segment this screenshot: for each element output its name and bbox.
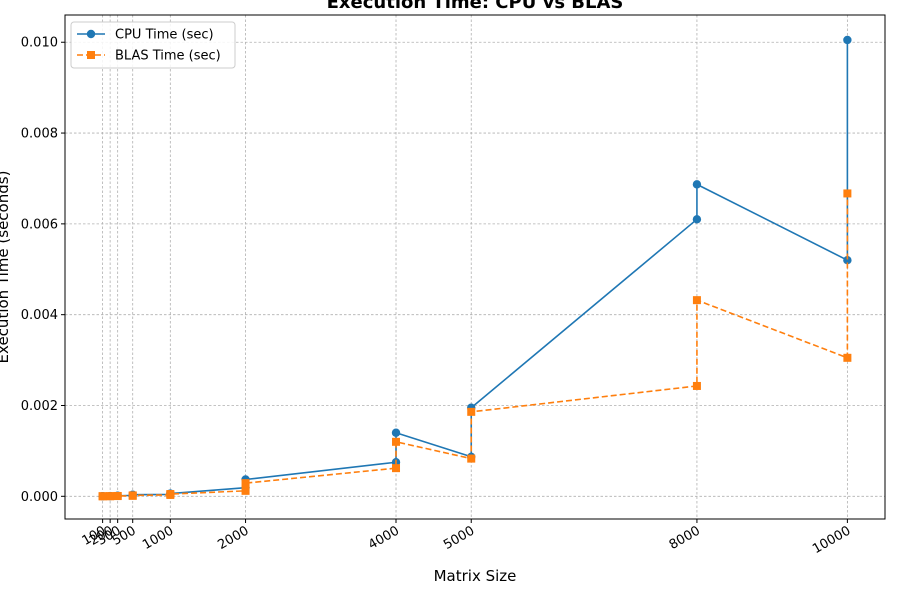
plot-frame	[64, 14, 886, 520]
data-point	[467, 454, 476, 463]
data-point	[843, 353, 852, 362]
data-point	[692, 296, 701, 305]
data-point	[843, 255, 852, 265]
data-point	[692, 215, 702, 224]
data-point	[166, 490, 175, 499]
y-tick-label: 0.004	[21, 308, 58, 323]
y-tick-label: 0.002	[21, 399, 58, 414]
y-axis-label: Execution Time (seconds)	[0, 171, 12, 364]
data-point	[692, 180, 702, 189]
y-tick-label: 0.008	[21, 127, 58, 142]
series-layer	[98, 35, 852, 501]
data-point	[106, 492, 115, 501]
data-point	[113, 491, 122, 500]
chart-title: Execution Time: CPU vs BLAS	[327, 0, 624, 13]
data-point	[392, 464, 401, 473]
y-tick-label: 0.000	[21, 490, 58, 505]
series-blas	[98, 189, 852, 501]
legend-marker	[87, 51, 95, 59]
data-point	[843, 189, 852, 198]
data-point	[692, 381, 701, 390]
y-tick-label: 0.006	[21, 217, 58, 232]
data-point	[241, 486, 250, 495]
legend: CPU Time (sec) BLAS Time (sec)	[70, 21, 236, 69]
data-point	[241, 479, 250, 488]
data-point	[391, 428, 401, 437]
data-point	[98, 492, 107, 501]
y-tick-label: 0.010	[21, 36, 58, 51]
data-point	[392, 437, 401, 446]
data-point	[128, 491, 137, 500]
x-axis-label: Matrix Size	[434, 567, 517, 585]
legend-box	[70, 21, 236, 69]
data-point	[843, 35, 852, 45]
data-point	[467, 407, 476, 416]
legend-marker	[86, 29, 96, 39]
legend-label: CPU Time (sec)	[115, 28, 214, 43]
legend-label: BLAS Time (sec)	[115, 49, 221, 64]
